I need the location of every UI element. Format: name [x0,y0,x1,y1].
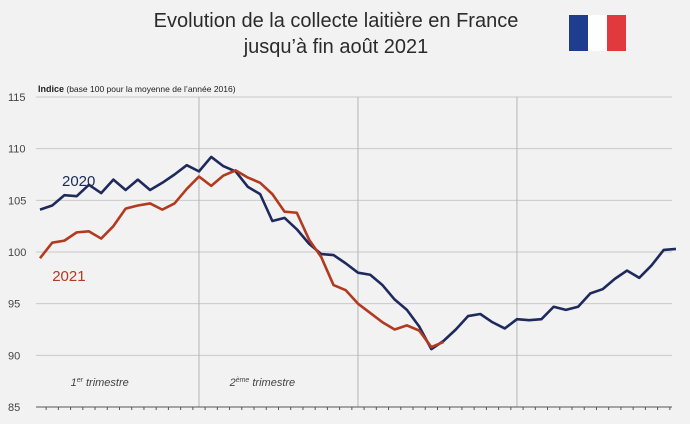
gridlines [36,96,672,408]
y-axis-title-rest: (base 100 pour la moyenne de l’année 201… [64,84,236,94]
y-tick-label: 105 [8,195,26,207]
y-axis-title: Indice (base 100 pour la moyenne de l’an… [38,84,236,94]
y-tick-label: 100 [8,247,26,259]
series-line-2020 [39,155,677,351]
chart-title-line2: jusqu’à fin août 2021 [243,36,429,58]
series-labels: 2020 2021 [52,173,95,285]
chart-title-line1: Evolution de la collecte laitière en Fra… [154,10,519,32]
french-flag-icon [569,15,626,51]
quarter-labels: 1er trimestre 2ème trimestre [71,377,296,389]
series-label-2020: 2020 [62,173,95,190]
y-tick-label: 85 [8,402,20,414]
x-axis [36,406,672,410]
y-tick-label: 95 [8,299,20,311]
quarter-label: 2ème trimestre [229,377,296,389]
y-axis-title-strong: Indice [38,84,64,94]
quarter-label: 1er trimestre [71,377,129,389]
y-tick-label: 110 [8,144,26,156]
series-line-2021 [38,169,445,349]
series-label-2021: 2021 [52,268,85,285]
y-axis-ticks: 85 90 95 100 105 110 115 [8,92,26,414]
series-lines [38,155,677,351]
y-tick-label: 115 [8,92,26,104]
y-tick-label: 90 [8,350,20,362]
